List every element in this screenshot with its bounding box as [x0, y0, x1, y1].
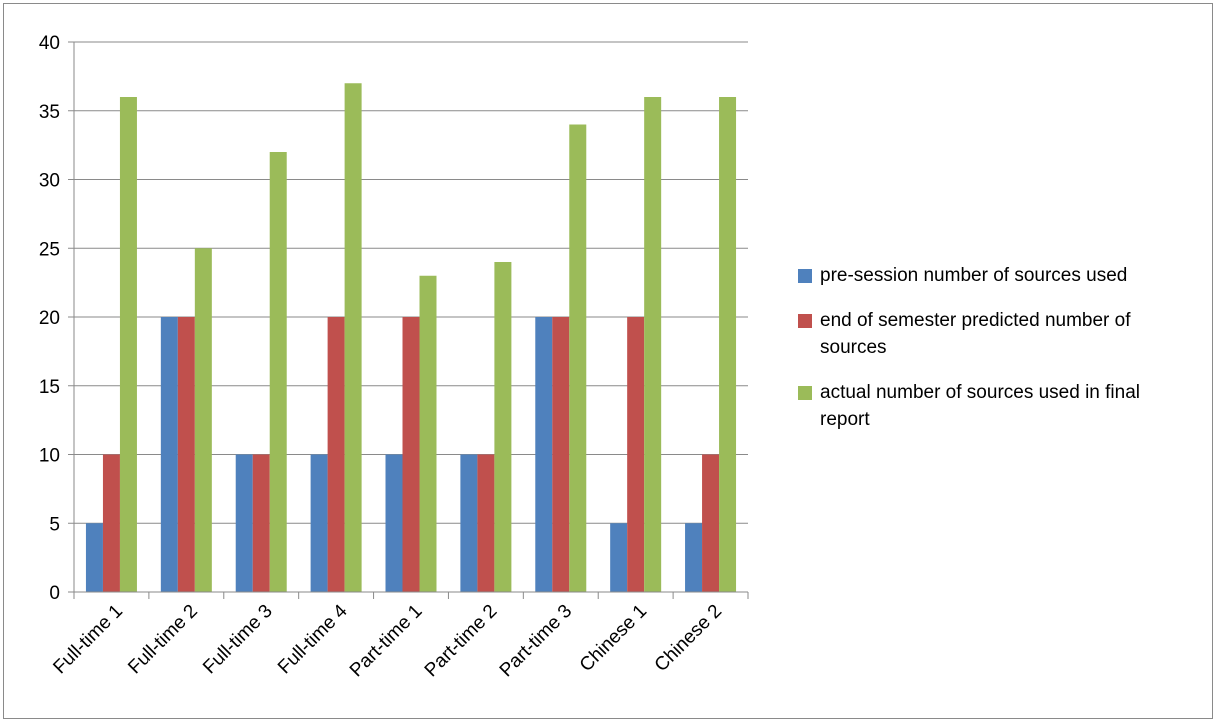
- legend-label-pre-session: pre-session number of sources used: [820, 265, 1128, 286]
- y-tick-labels: 0 5 10 15 20 25 30 35 40: [39, 33, 60, 604]
- bar-predicted: [327, 317, 345, 592]
- x-tick-label: Chinese 1: [576, 601, 651, 676]
- bar-predicted: [627, 317, 645, 592]
- bar-pre-session: [160, 317, 178, 592]
- bar-predicted: [402, 317, 420, 592]
- legend-label-actual: actual number of sources used in final r…: [820, 382, 1141, 430]
- bar-pre-session: [610, 523, 628, 592]
- legend: pre-session number of sources used end o…: [798, 262, 1178, 451]
- legend-swatch-actual: [798, 386, 812, 400]
- x-tick-label: Full-time 2: [124, 601, 202, 679]
- x-tick-label: Full-time 3: [199, 601, 277, 679]
- bar-pre-session: [310, 454, 328, 592]
- bar-pre-session: [385, 454, 403, 592]
- legend-item-predicted: end of semester predicted number of sour…: [798, 307, 1178, 361]
- bar-actual: [569, 124, 587, 592]
- x-tick-label: Part-time 2: [421, 601, 502, 682]
- y-tick-label: 10: [39, 446, 60, 467]
- axes: [68, 41, 749, 599]
- y-tick-label: 40: [39, 33, 60, 54]
- y-tick-label: 0: [49, 583, 60, 604]
- legend-swatch-pre-session: [798, 269, 812, 283]
- y-tick-label: 25: [39, 239, 60, 260]
- legend-item-actual: actual number of sources used in final r…: [798, 379, 1178, 433]
- legend-label-predicted: end of semester predicted number of sour…: [820, 310, 1131, 358]
- legend-swatch-predicted: [798, 314, 812, 328]
- bar-predicted: [552, 317, 570, 592]
- bar-actual: [719, 97, 737, 592]
- bar-predicted: [252, 454, 270, 592]
- x-tick-label: Full-time 4: [274, 600, 352, 678]
- x-tick-label: Full-time 1: [49, 601, 127, 679]
- bar-pre-session: [535, 317, 553, 592]
- bar-actual: [269, 152, 287, 592]
- bar-predicted: [702, 454, 720, 592]
- y-tick-label: 35: [39, 102, 60, 123]
- bar-actual: [344, 83, 362, 592]
- bar-pre-session: [685, 523, 703, 592]
- bar-actual: [119, 97, 137, 592]
- bar-pre-session: [85, 523, 103, 592]
- bar-actual: [419, 275, 437, 592]
- bar-actual: [194, 248, 212, 592]
- x-tick-label: Part-time 3: [496, 601, 577, 682]
- y-tick-label: 5: [49, 514, 60, 535]
- y-tick-label: 15: [39, 377, 60, 398]
- bars: [85, 83, 737, 592]
- bar-predicted: [477, 454, 495, 592]
- legend-item-pre-session: pre-session number of sources used: [798, 262, 1178, 289]
- bar-pre-session: [235, 454, 253, 592]
- y-tick-label: 30: [39, 171, 60, 192]
- bar-predicted: [177, 317, 195, 592]
- bar-predicted: [102, 454, 120, 592]
- x-tick-label: Chinese 2: [651, 601, 726, 676]
- bar-actual: [644, 97, 662, 592]
- bar-actual: [494, 262, 512, 592]
- bar-pre-session: [460, 454, 478, 592]
- y-tick-label: 20: [39, 308, 60, 329]
- x-tick-label: Part-time 1: [346, 601, 427, 682]
